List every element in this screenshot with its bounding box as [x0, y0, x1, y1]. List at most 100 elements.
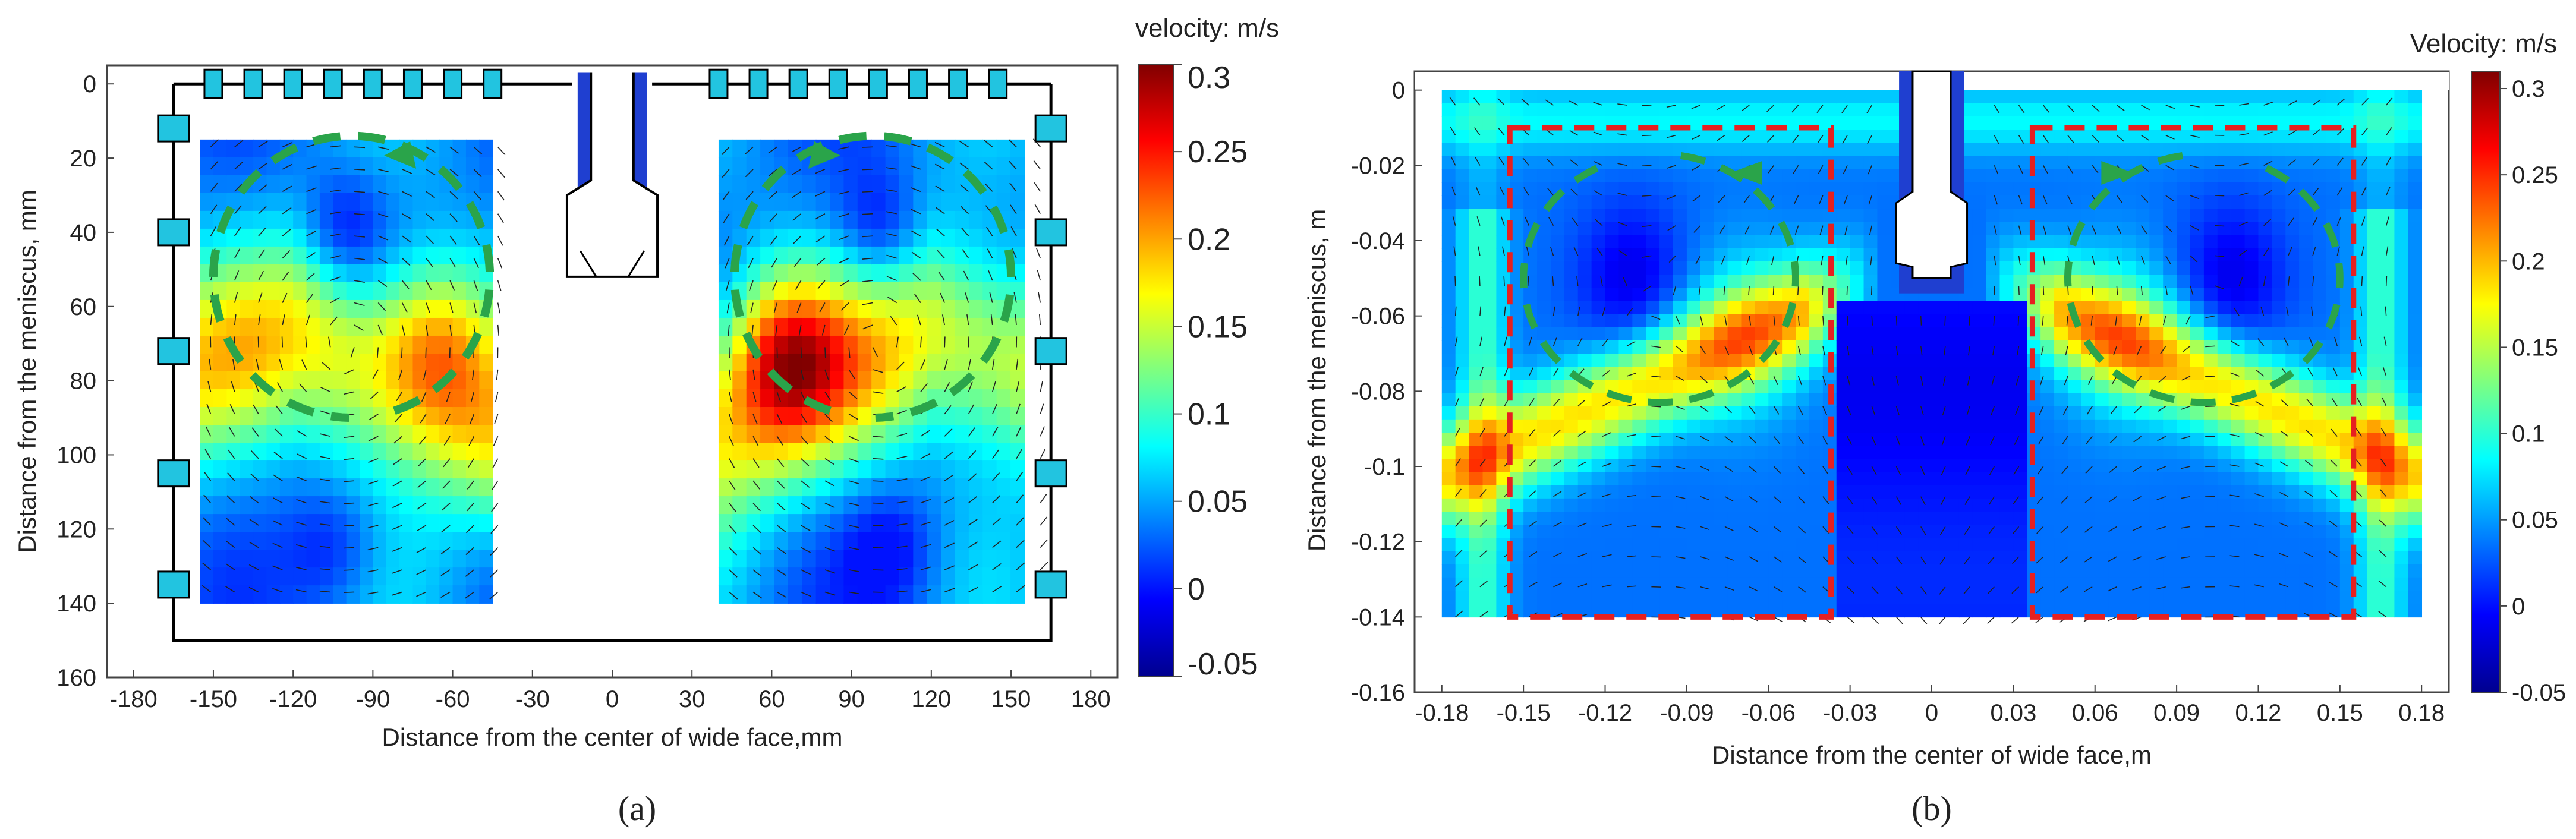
- field-cell: [843, 496, 858, 515]
- colorbar-tick-label: 0.15: [1188, 310, 1248, 344]
- field-cell: [360, 210, 374, 229]
- vector-arrow: [801, 525, 811, 531]
- vector-arrow: [944, 381, 950, 392]
- field-cell: [2040, 248, 2055, 262]
- field-cell: [1482, 419, 1497, 433]
- field-cell: [2326, 406, 2341, 420]
- field-cell: [2203, 512, 2218, 525]
- field-cell: [452, 407, 467, 425]
- field-cell: [1891, 485, 1906, 499]
- field-cell: [399, 299, 414, 318]
- field-cell: [1727, 235, 1742, 249]
- field-cell: [774, 299, 789, 318]
- field-cell: [1605, 261, 1620, 275]
- field-cell: [439, 425, 454, 443]
- field-cell: [1904, 525, 1919, 539]
- vector-arrow: [1724, 406, 1732, 414]
- field-cell: [2244, 564, 2259, 578]
- field-cell: [1768, 419, 1783, 433]
- vector-arrow: [1675, 316, 1680, 325]
- field-cell: [1877, 261, 1892, 275]
- field-cell: [1455, 498, 1470, 512]
- vector-arrow: [1451, 186, 1456, 196]
- vector-arrow: [1667, 165, 1676, 169]
- field-cell: [1755, 327, 1769, 341]
- field-cell: [941, 210, 956, 229]
- field-cell: [226, 246, 241, 265]
- field-cell: [2203, 419, 2218, 433]
- field-cell: [2190, 525, 2205, 539]
- field-cell: [2394, 195, 2409, 209]
- vector-arrow: [1546, 158, 1554, 166]
- field-cell: [306, 175, 320, 194]
- field-cell: [2013, 419, 2028, 433]
- vector-arrow: [824, 525, 835, 530]
- field-cell: [2408, 340, 2423, 354]
- field-cell: [1932, 419, 1946, 433]
- vector-arrow: [992, 540, 1002, 548]
- field-cell: [1537, 327, 1551, 341]
- field-cell: [2367, 564, 2382, 578]
- field-cell: [1523, 485, 1538, 499]
- field-cell: [760, 425, 775, 443]
- field-cell: [360, 532, 374, 550]
- vector-arrow: [1797, 406, 1803, 415]
- field-cell: [2231, 314, 2246, 328]
- field-cell: [2339, 235, 2354, 249]
- field-cell: [1659, 459, 1674, 473]
- vector-arrow: [354, 191, 366, 193]
- field-cell: [732, 407, 747, 425]
- field-cell: [1564, 248, 1579, 262]
- vector-arrow: [377, 257, 388, 264]
- field-cell: [1605, 314, 1620, 328]
- field-cell: [1755, 90, 1769, 104]
- field-cell: [2163, 472, 2177, 486]
- vector-arrow: [1528, 459, 1536, 467]
- field-cell: [885, 389, 900, 408]
- field-cell: [2136, 288, 2150, 302]
- field-cell: [373, 175, 387, 194]
- field-cell: [1537, 393, 1551, 407]
- vector-arrow: [1040, 403, 1044, 415]
- field-cell: [1632, 498, 1647, 512]
- field-cell: [2217, 577, 2232, 591]
- field-cell: [2339, 433, 2354, 446]
- field-cell: [213, 460, 228, 479]
- field-cell: [1863, 419, 1878, 433]
- field-cell: [1768, 327, 1783, 341]
- vector-arrow: [319, 523, 330, 526]
- vector-arrow: [468, 436, 475, 446]
- vector-arrow: [896, 386, 906, 393]
- vector-arrow: [209, 358, 212, 370]
- field-cell: [1714, 340, 1728, 354]
- field-cell: [1850, 538, 1865, 552]
- field-cell: [1441, 406, 1456, 420]
- field-cell: [1741, 143, 1756, 157]
- field-cell: [2313, 406, 2327, 420]
- field-cell: [2013, 314, 2028, 328]
- field-cell: [1523, 591, 1538, 604]
- field-cell: [2136, 406, 2150, 420]
- field-cell: [360, 157, 374, 176]
- field-cell: [2285, 591, 2300, 604]
- vector-arrow: [848, 502, 859, 506]
- field-cell: [1796, 406, 1810, 420]
- field-cell: [1469, 380, 1484, 394]
- field-cell: [1836, 538, 1851, 552]
- field-cell: [1755, 419, 1769, 433]
- field-cell: [346, 193, 360, 212]
- vector-arrow: [886, 167, 897, 170]
- field-cell: [2217, 419, 2232, 433]
- vector-arrow: [234, 226, 241, 236]
- field-cell: [1591, 446, 1606, 460]
- field-cell: [1482, 301, 1497, 315]
- vector-arrow: [848, 480, 859, 485]
- field-cell: [1441, 472, 1456, 486]
- field-cell: [2408, 261, 2423, 275]
- field-cell: [1496, 367, 1511, 381]
- field-cell: [1782, 288, 1796, 302]
- vector-arrow: [1627, 555, 1637, 557]
- vector-arrow: [1642, 225, 1652, 228]
- vector-arrow: [776, 525, 786, 532]
- field-cell: [1972, 130, 1987, 144]
